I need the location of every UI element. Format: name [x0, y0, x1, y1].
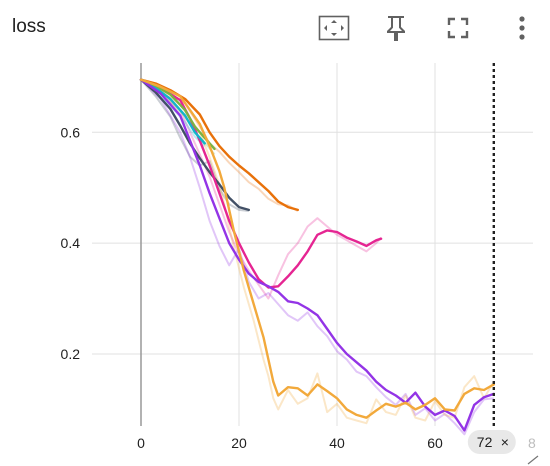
fit-domain-button[interactable] — [316, 10, 352, 46]
step-cursor-chip[interactable]: 72 × — [467, 430, 516, 454]
y-tick-label: 0.2 — [61, 346, 81, 362]
y-tick-label: 0.6 — [61, 124, 81, 140]
step-cursor-label: 72 — [477, 434, 493, 450]
chart-title: loss — [12, 16, 46, 37]
series-line-run-green[interactable] — [139, 78, 206, 145]
y-tick-label: 0.4 — [61, 235, 81, 251]
step-cursor-chip-bg — [467, 430, 516, 454]
pin-icon — [387, 16, 405, 41]
series-raw-run-amber — [140, 78, 495, 425]
fit-domain-icon — [318, 15, 350, 41]
fullscreen-icon — [447, 17, 469, 39]
x-tick-label: 60 — [427, 435, 443, 451]
more-vert-icon — [519, 16, 525, 40]
pin-button[interactable] — [378, 10, 414, 46]
series-line-run-amber[interactable] — [139, 78, 495, 419]
tick-labels: 0 20 40 60 0.2 0.4 0.6 8 — [61, 124, 536, 451]
resize-handle-icon[interactable] — [527, 455, 539, 465]
series-line-run-violet[interactable] — [139, 78, 495, 432]
card-header: loss — [0, 0, 550, 56]
x-tick-label: 0 — [137, 435, 145, 451]
series-group — [139, 78, 495, 436]
close-icon[interactable]: × — [501, 434, 509, 450]
x-tick-label-clipped: 8 — [528, 435, 536, 451]
fullscreen-button[interactable] — [440, 10, 476, 46]
x-tick-label: 20 — [231, 435, 247, 451]
series-line-run-slate[interactable] — [139, 78, 250, 212]
series-raw-run-violet — [140, 78, 494, 436]
more-menu-button[interactable] — [504, 10, 540, 46]
x-tick-label: 40 — [329, 435, 345, 451]
